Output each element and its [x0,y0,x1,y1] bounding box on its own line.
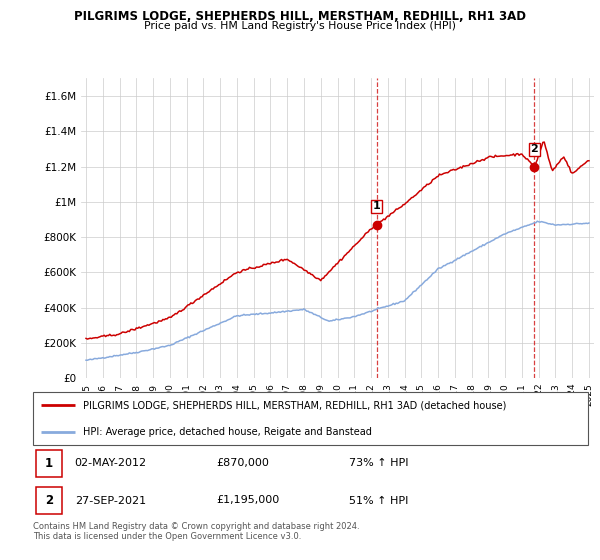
Text: 02-MAY-2012: 02-MAY-2012 [74,459,147,468]
Text: Price paid vs. HM Land Registry's House Price Index (HPI): Price paid vs. HM Land Registry's House … [144,21,456,31]
Text: PILGRIMS LODGE, SHEPHERDS HILL, MERSTHAM, REDHILL, RH1 3AD (detached house): PILGRIMS LODGE, SHEPHERDS HILL, MERSTHAM… [83,400,506,410]
FancyBboxPatch shape [36,450,62,477]
Text: £1,195,000: £1,195,000 [216,496,280,506]
Text: Contains HM Land Registry data © Crown copyright and database right 2024.
This d: Contains HM Land Registry data © Crown c… [33,522,359,542]
Text: £870,000: £870,000 [216,459,269,468]
FancyBboxPatch shape [36,487,62,514]
Text: 1: 1 [373,202,380,212]
Text: 2: 2 [530,144,538,154]
Text: 1: 1 [45,457,53,470]
Text: 27-SEP-2021: 27-SEP-2021 [74,496,146,506]
Text: 51% ↑ HPI: 51% ↑ HPI [349,496,409,506]
Text: HPI: Average price, detached house, Reigate and Banstead: HPI: Average price, detached house, Reig… [83,427,372,437]
Text: PILGRIMS LODGE, SHEPHERDS HILL, MERSTHAM, REDHILL, RH1 3AD: PILGRIMS LODGE, SHEPHERDS HILL, MERSTHAM… [74,10,526,23]
FancyBboxPatch shape [33,392,588,445]
Text: 73% ↑ HPI: 73% ↑ HPI [349,459,409,468]
Text: 2: 2 [45,494,53,507]
